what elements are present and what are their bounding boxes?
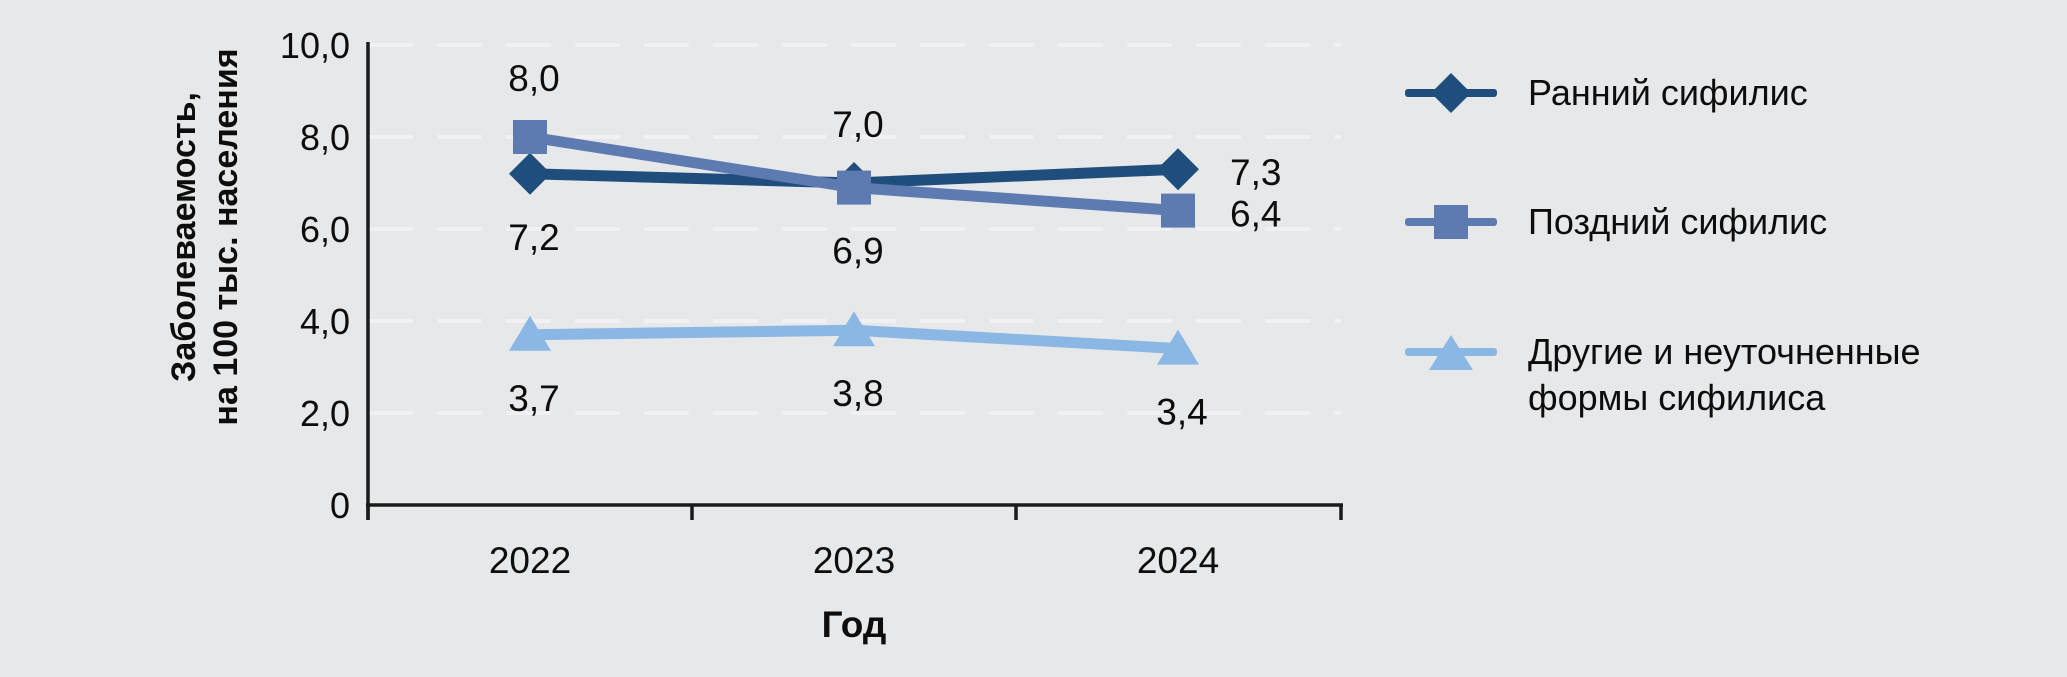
- x-tick-label-2023: 2023: [813, 540, 895, 581]
- data-point-triangle-0: [509, 315, 551, 351]
- point-label-6,4: 6,4: [1230, 194, 1281, 235]
- x-tick-label-2024: 2024: [1137, 540, 1219, 581]
- data-point-triangle-2: [1157, 329, 1199, 365]
- triangle-icon: [1429, 335, 1473, 370]
- y-tick-label-0: 0: [330, 485, 350, 526]
- legend-item-early-syphilis: Ранний сифилис: [1405, 71, 1808, 116]
- y-tick-label-8,0: 8,0: [300, 117, 350, 158]
- legend-item-late-syphilis: Поздний сифилис: [1405, 200, 1827, 245]
- square-icon: [1434, 205, 1468, 239]
- point-label-7,0: 7,0: [832, 104, 883, 145]
- point-label-3,8: 3,8: [832, 373, 883, 414]
- point-label-7,3: 7,3: [1230, 152, 1281, 193]
- point-label-3,7: 3,7: [508, 378, 559, 419]
- legend-label-early-syphilis: Ранний сифилис: [1528, 72, 1808, 113]
- x-tick-label-2022: 2022: [489, 540, 571, 581]
- data-point-square-0: [513, 120, 547, 154]
- legend-label-other-syphilis: Другие и неуточненные формы сифилиса: [1528, 331, 1921, 418]
- legend-marker-square-icon: [1405, 205, 1497, 239]
- data-point-square-2: [1161, 193, 1195, 228]
- point-label-3,4: 3,4: [1156, 392, 1207, 433]
- legend-item-other-syphilis: Другие и неуточненные формы сифилиса: [1405, 330, 1921, 421]
- data-point-diamond-0: [509, 152, 551, 195]
- legend-marker-diamond-icon: [1405, 73, 1497, 113]
- data-point-square-1: [837, 170, 871, 205]
- y-tick-label-4,0: 4,0: [300, 301, 350, 342]
- point-label-6,9: 6,9: [832, 231, 883, 272]
- y-tick-label-2,0: 2,0: [300, 393, 350, 434]
- data-point-diamond-2: [1157, 148, 1199, 191]
- legend-label-late-syphilis: Поздний сифилис: [1528, 201, 1828, 242]
- x-axis-title: Год: [821, 604, 887, 645]
- data-point-triangle-1: [833, 311, 875, 347]
- y-tick-label-6,0: 6,0: [300, 209, 350, 250]
- point-label-8,0: 8,0: [508, 58, 559, 99]
- legend-marker-triangle-icon: [1405, 335, 1497, 370]
- diamond-icon: [1431, 73, 1471, 113]
- y-tick-label-10,0: 10,0: [280, 25, 350, 66]
- point-label-7,2: 7,2: [508, 217, 559, 258]
